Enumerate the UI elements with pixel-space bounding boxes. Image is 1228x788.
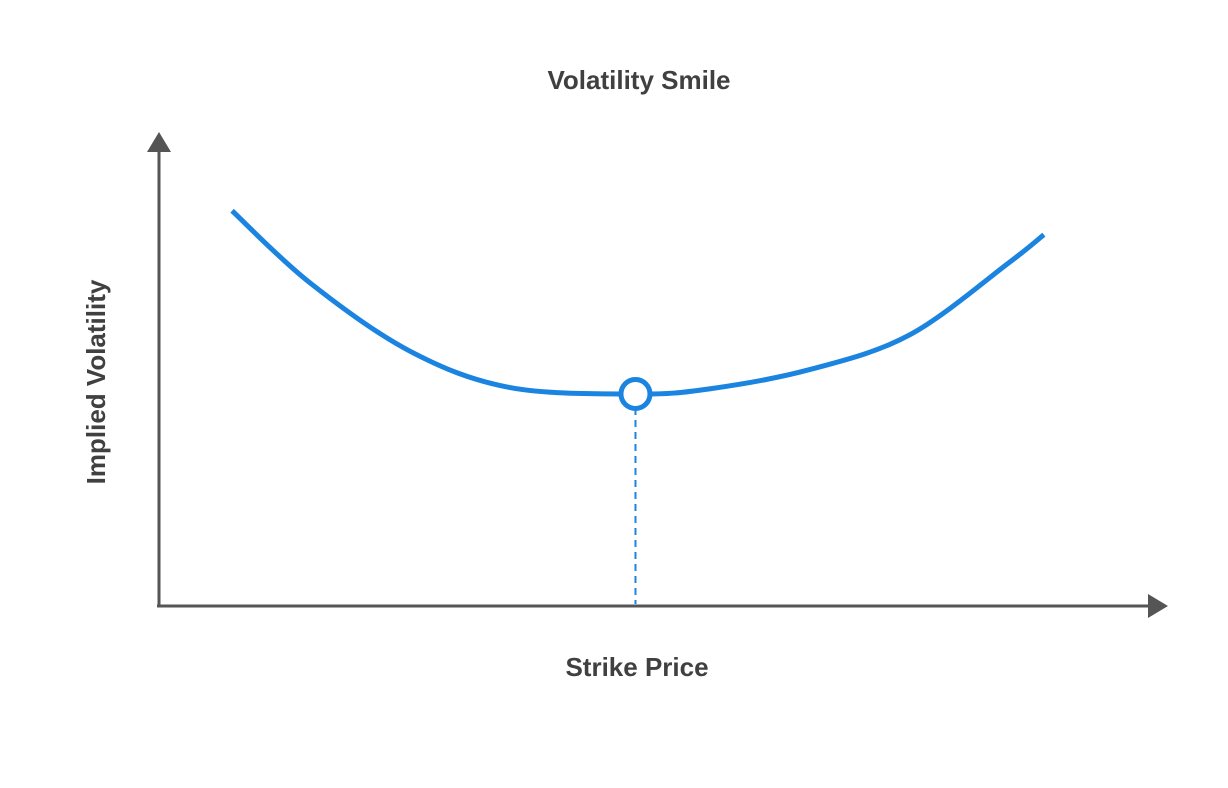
- x-axis-label: Strike Price: [565, 652, 708, 682]
- axes: [147, 132, 1168, 618]
- y-axis-arrow: [147, 132, 171, 152]
- plot-layer: [230, 208, 1046, 604]
- y-axis-label: Implied Volatility: [81, 279, 111, 484]
- smile-curve-line: [230, 208, 1046, 397]
- x-axis-arrow: [1148, 594, 1168, 618]
- chart-title: Volatility Smile: [547, 65, 730, 95]
- minimum-point-marker: [618, 377, 653, 412]
